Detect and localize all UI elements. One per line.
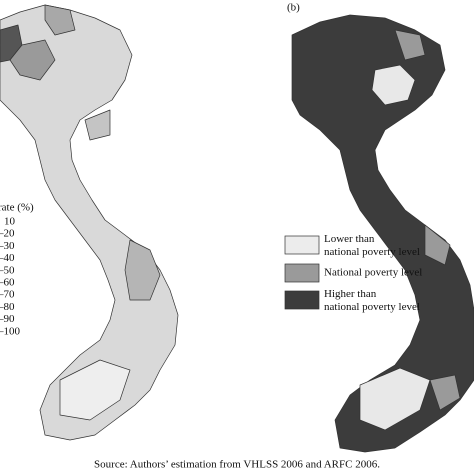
map-a (0, 4, 179, 441)
map-a-light-region (59, 359, 131, 421)
map-b (291, 14, 474, 453)
legend-item: –20 (0, 228, 15, 240)
legend-item-line: Higher than (324, 288, 377, 300)
map-a-mid-region (9, 39, 56, 81)
legend-title: rate (%) (0, 202, 34, 214)
map-a-outline (0, 4, 179, 441)
legend-swatch (284, 263, 320, 283)
legend-item: –30 (0, 240, 15, 252)
legend-item: Higher than national poverty level (324, 288, 420, 313)
map-b-outline (291, 14, 474, 453)
map-a-mid-region (84, 109, 111, 141)
legend-item: Lower than national poverty level (324, 233, 420, 258)
panel-label: (b) (287, 2, 300, 14)
source-note: Source: Authors’ estimation from VHLSS 2… (94, 459, 380, 471)
legend-item: –90 (0, 313, 15, 325)
legend-item: –60 (0, 277, 15, 289)
map-b-light-region (359, 367, 431, 431)
map-a-mid-region (44, 4, 76, 36)
legend-item: National poverty level (324, 267, 422, 279)
legend-item: –70 (0, 289, 15, 301)
legend-item: –50 (0, 264, 15, 276)
legend-item-line: national poverty level (324, 301, 420, 313)
legend-swatch (284, 235, 320, 255)
legend-item: 10 (4, 216, 16, 228)
map-b-mid-region (394, 29, 426, 61)
map-a-mid-region (124, 239, 161, 301)
legend-item: –80 (0, 301, 15, 313)
legend-swatch (284, 290, 320, 310)
legend-item: –40 (0, 252, 15, 264)
map-b-light-region (371, 64, 416, 106)
map-b-mid-region (429, 374, 461, 411)
map-b-mid-region (424, 224, 451, 266)
legend-a: rate (%) 10–20–30–40–50–60–70–80–90–100 (0, 202, 34, 338)
legend-item-line: Lower than (324, 233, 375, 245)
legend-b: Lower than national poverty levelNational… (284, 233, 422, 313)
legend-item-line: national poverty level (324, 246, 420, 258)
legend-item: –100 (0, 325, 21, 337)
